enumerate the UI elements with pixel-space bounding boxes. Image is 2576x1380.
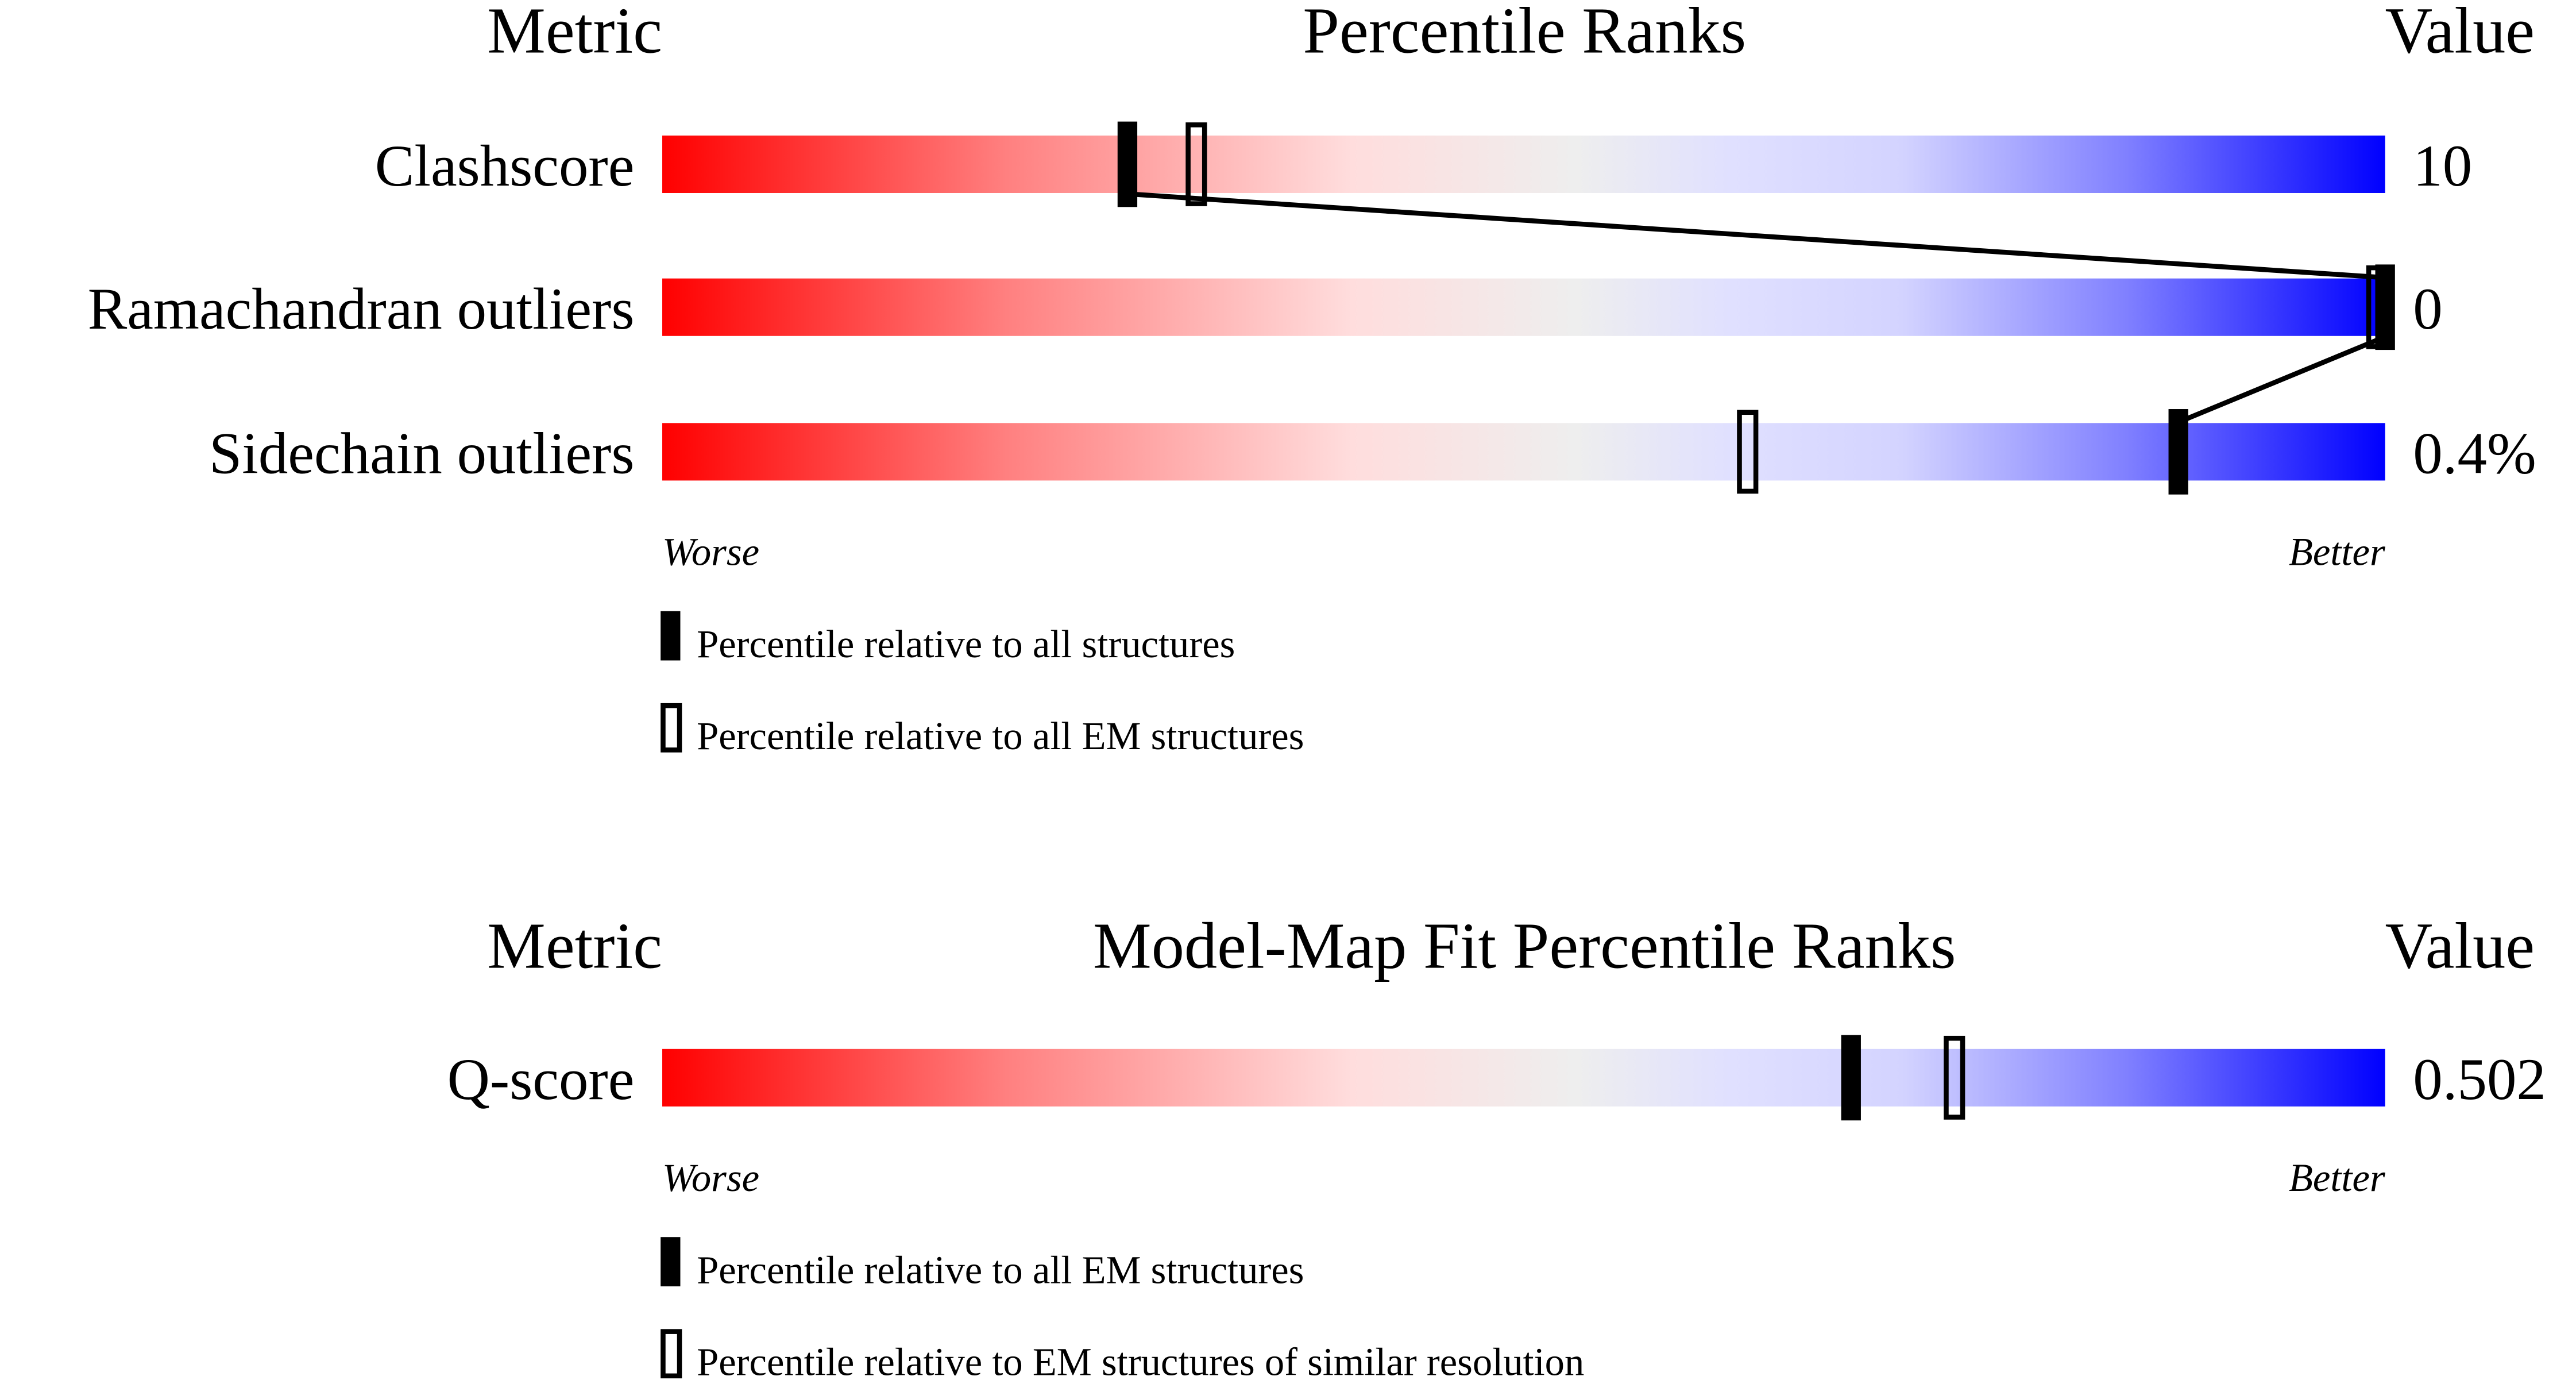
header-metric: Metric: [487, 909, 662, 982]
chart-title: Percentile Ranks: [1303, 0, 1746, 67]
marker-filled: [2168, 409, 2188, 495]
metric-value: 0.502: [2413, 1047, 2546, 1112]
metric-label: Q-score: [447, 1047, 635, 1112]
axis-label-better: Better: [2289, 1156, 2385, 1200]
legend-open-marker: [661, 1329, 682, 1379]
legend-label: Percentile relative to all structures: [697, 622, 1235, 666]
percentile-bar: [662, 1049, 2385, 1107]
metric-label: Clashscore: [375, 133, 635, 199]
percentile-bar: [662, 135, 2385, 193]
legend-label: Percentile relative to all EM structures: [697, 714, 1304, 758]
axis-label-worse: Worse: [662, 530, 759, 574]
header-metric: Metric: [487, 0, 662, 67]
legend-label: Percentile relative to all EM structures: [697, 1248, 1304, 1292]
header-value: Value: [2385, 909, 2535, 982]
metric-value: 0.4%: [2413, 421, 2536, 487]
percentile-bar: [662, 423, 2385, 481]
marker-open: [1737, 410, 1759, 494]
metric-value: 0: [2413, 276, 2442, 342]
chart-title: Model-Map Fit Percentile Ranks: [1093, 909, 1956, 982]
connector-line: [1127, 191, 2385, 280]
marker-filled: [1841, 1035, 1861, 1121]
legend-filled-marker: [661, 1237, 681, 1287]
legend-open-marker: [661, 703, 682, 753]
header-value: Value: [2385, 0, 2535, 67]
axis-label-worse: Worse: [662, 1156, 759, 1200]
marker-open: [1185, 122, 1207, 206]
legend-label: Percentile relative to EM structures of …: [697, 1340, 1584, 1380]
metric-label: Ramachandran outliers: [88, 276, 635, 342]
axis-label-better: Better: [2289, 530, 2385, 574]
connector-line: [2177, 334, 2386, 425]
metric-value: 10: [2413, 133, 2472, 199]
percentile-bar: [662, 278, 2385, 336]
legend-filled-marker: [661, 611, 681, 661]
marker-open: [1944, 1035, 1965, 1120]
metric-label: Sidechain outliers: [209, 421, 634, 487]
